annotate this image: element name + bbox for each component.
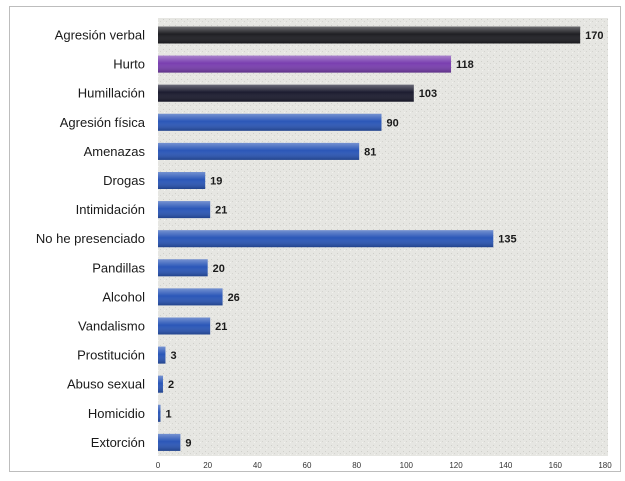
category-label: Prostitución (77, 348, 145, 363)
value-label: 2 (168, 379, 174, 391)
value-label: 21 (215, 205, 227, 217)
bar-shading (158, 288, 223, 306)
bar-shading (158, 113, 382, 131)
bar-shading (158, 230, 494, 248)
category-label: Abuso sexual (67, 377, 145, 392)
category-label: Amenazas (84, 144, 146, 159)
value-label: 21 (215, 321, 227, 333)
x-tick-label: 140 (499, 461, 513, 470)
category-label: Drogas (103, 173, 145, 188)
category-label: Homicidio (88, 406, 145, 421)
category-label: Intimidación (76, 202, 145, 217)
bar-shading (158, 172, 206, 189)
category-label: Extorción (91, 435, 145, 450)
bar-shading (158, 26, 581, 44)
value-label: 103 (419, 88, 437, 100)
value-label: 135 (498, 234, 516, 246)
category-label: Vandalismo (78, 319, 145, 334)
bar-shading (158, 55, 452, 73)
category-label: Pandillas (92, 260, 145, 275)
value-label: 118 (456, 59, 474, 71)
bar-shading (158, 404, 161, 422)
bar-shading (158, 433, 181, 451)
value-label: 90 (387, 117, 399, 129)
category-label: Hurto (113, 57, 145, 72)
category-label: Alcohol (102, 289, 145, 304)
x-tick-label: 60 (303, 461, 312, 470)
value-label: 81 (364, 146, 376, 158)
bar-shading (158, 259, 208, 277)
x-tick-label: 40 (253, 461, 262, 470)
value-label: 20 (213, 263, 225, 275)
x-tick-label: 80 (352, 461, 361, 470)
bar-shading (158, 84, 414, 102)
bar-shading (158, 317, 211, 335)
x-tick-label: 160 (549, 461, 563, 470)
value-label: 26 (228, 292, 240, 304)
x-tick-label: 0 (156, 461, 161, 470)
bar-shading (158, 142, 360, 160)
category-label: No he presenciado (36, 231, 145, 246)
bar-shading (158, 375, 163, 393)
category-label: Humillación (78, 86, 145, 101)
value-label: 170 (585, 30, 603, 42)
value-label: 1 (165, 408, 171, 420)
x-tick-label: 20 (203, 461, 212, 470)
x-tick-label: 180 (598, 461, 612, 470)
value-label: 3 (170, 350, 176, 362)
x-tick-label: 100 (400, 461, 414, 470)
value-label: 19 (210, 176, 222, 188)
category-label: Agresión física (60, 115, 146, 130)
x-tick-label: 120 (449, 461, 463, 470)
bar-shading (158, 201, 211, 219)
bar-shading (158, 346, 166, 364)
value-label: 9 (185, 437, 191, 449)
category-label: Agresión verbal (55, 28, 145, 43)
